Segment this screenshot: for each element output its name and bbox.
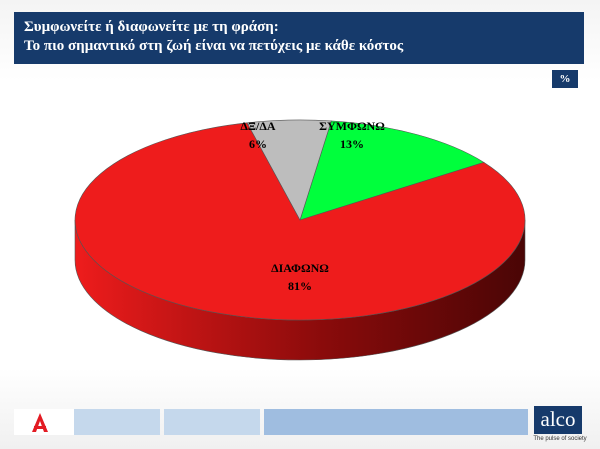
slice-label-3: ΔΞ/ΔΑ: [240, 119, 276, 133]
slice-1: [299, 120, 485, 221]
unit-badge: %: [552, 70, 578, 88]
chart-title-line-1: Συμφωνείτε ή διαφωνείτε με τη φράση:: [24, 19, 279, 35]
alco-logo: alco: [534, 406, 582, 434]
slice-label-1: ΣΥΜΦΩΝΩ: [319, 119, 385, 133]
slice-value-2: 81%: [288, 279, 312, 293]
alco-tagline: The pulse of society: [533, 436, 587, 442]
slice-label-2: ΔΙΑΦΩΝΩ: [271, 261, 329, 275]
footer-segment-3: [164, 409, 260, 435]
footer-segment-2: [74, 409, 160, 435]
footer-segment-4: [264, 409, 528, 435]
chart-title-banner: Συμφωνείτε ή διαφωνείτε με τη φράση: Το …: [14, 12, 584, 64]
slice-value-1: 13%: [340, 137, 364, 151]
slice-3: [246, 119, 332, 221]
slice-value-3: 6%: [249, 137, 267, 151]
chart-title-line-2: Το πιο σημαντικό στη ζωή είναι να πετύχε…: [24, 38, 404, 54]
left-logo-icon: [32, 413, 48, 432]
slice-2: [74, 122, 526, 321]
